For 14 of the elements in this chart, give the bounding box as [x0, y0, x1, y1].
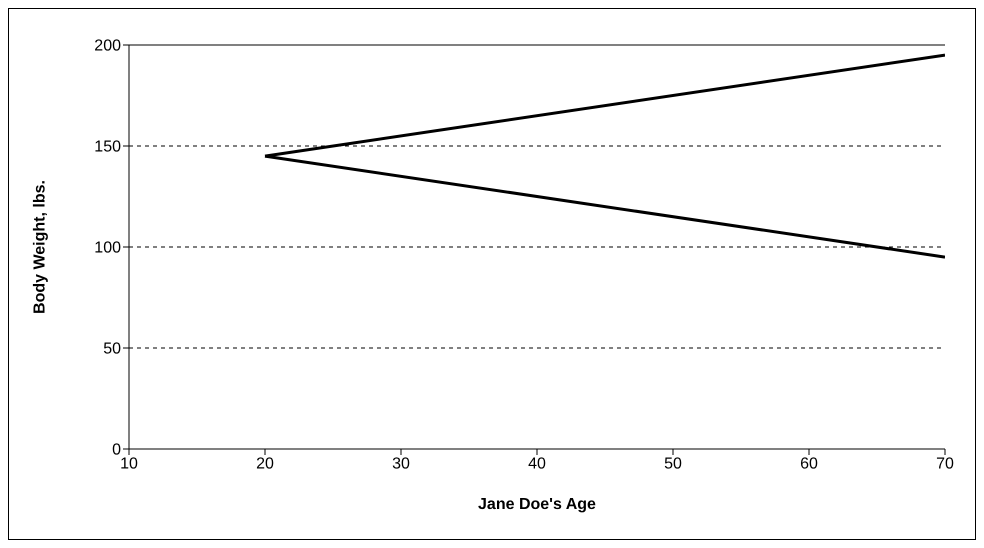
y-tick-label: 200 [94, 38, 122, 55]
x-tick-label: 20 [256, 455, 274, 472]
x-tick-label: 30 [392, 455, 410, 472]
x-tick-label: 40 [528, 455, 546, 472]
y-tick-label: 150 [94, 138, 122, 156]
y-tick-label: 0 [112, 442, 122, 459]
x-tick-label: 60 [800, 455, 818, 472]
x-axis-title: Jane Doe's Age [478, 496, 596, 513]
x-tick-label: 10 [120, 455, 138, 472]
y-axis-title: Body Weight, lbs. [32, 180, 49, 314]
x-tick-label: 70 [936, 455, 954, 472]
x-tick-label: 50 [664, 455, 682, 472]
y-tick-label: 50 [103, 340, 122, 358]
y-tick-label: 100 [94, 240, 122, 257]
